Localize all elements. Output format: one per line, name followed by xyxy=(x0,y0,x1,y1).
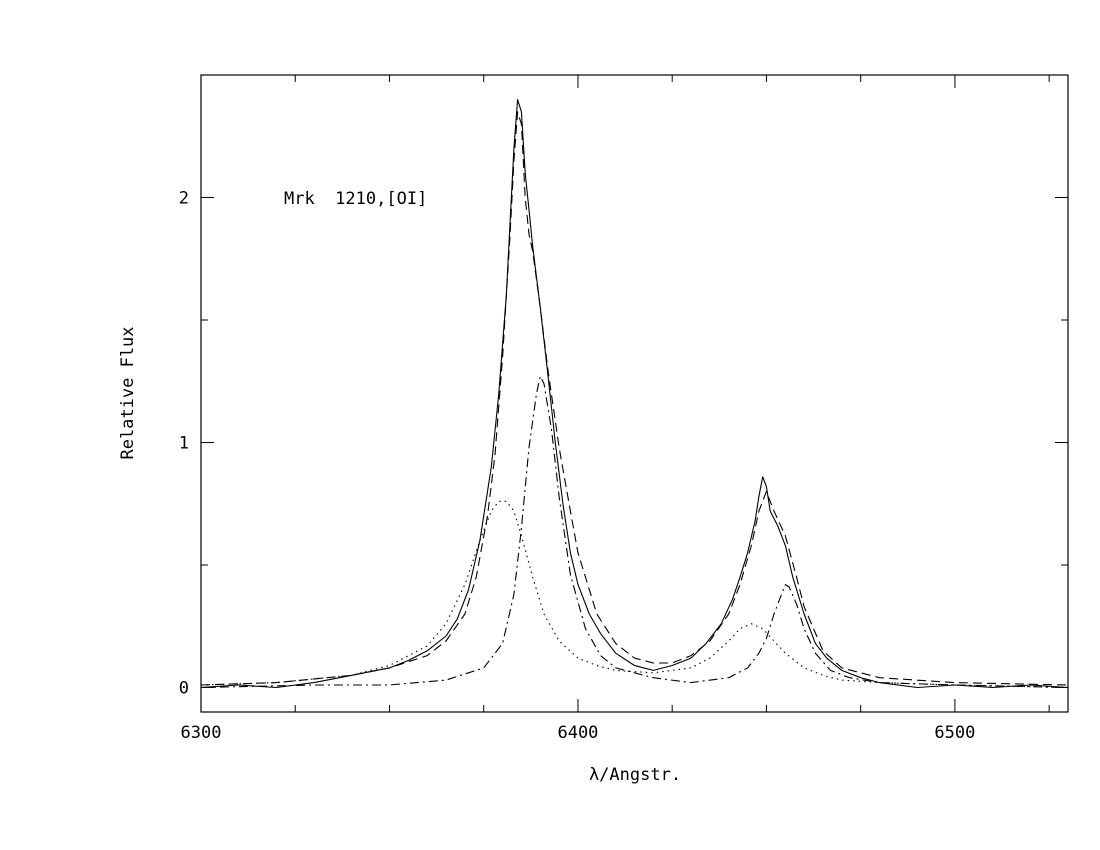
axis-ticks xyxy=(200,74,1068,712)
series-line-dotted xyxy=(200,500,1069,689)
y-axis-label: Relative Flux xyxy=(118,326,138,459)
x-tick-label: 6400 xyxy=(557,723,598,743)
series-line-dashdot xyxy=(200,375,1069,689)
y-tick-label: 1 xyxy=(179,434,189,454)
series-line-solid xyxy=(200,98,1069,689)
tick-labels: 6300 6400 6500 0 1 2 xyxy=(179,189,976,744)
x-axis-label: λ/Angstr. xyxy=(589,765,681,785)
y-tick-label: 2 xyxy=(179,189,189,209)
x-tick-label: 6500 xyxy=(934,723,975,743)
chart-annotation: Mrk 1210,[OI] xyxy=(284,189,427,209)
series-group xyxy=(200,98,1069,689)
y-tick-label: 0 xyxy=(179,679,189,699)
x-tick-label: 6300 xyxy=(181,723,222,743)
plot-frame xyxy=(200,74,1069,713)
